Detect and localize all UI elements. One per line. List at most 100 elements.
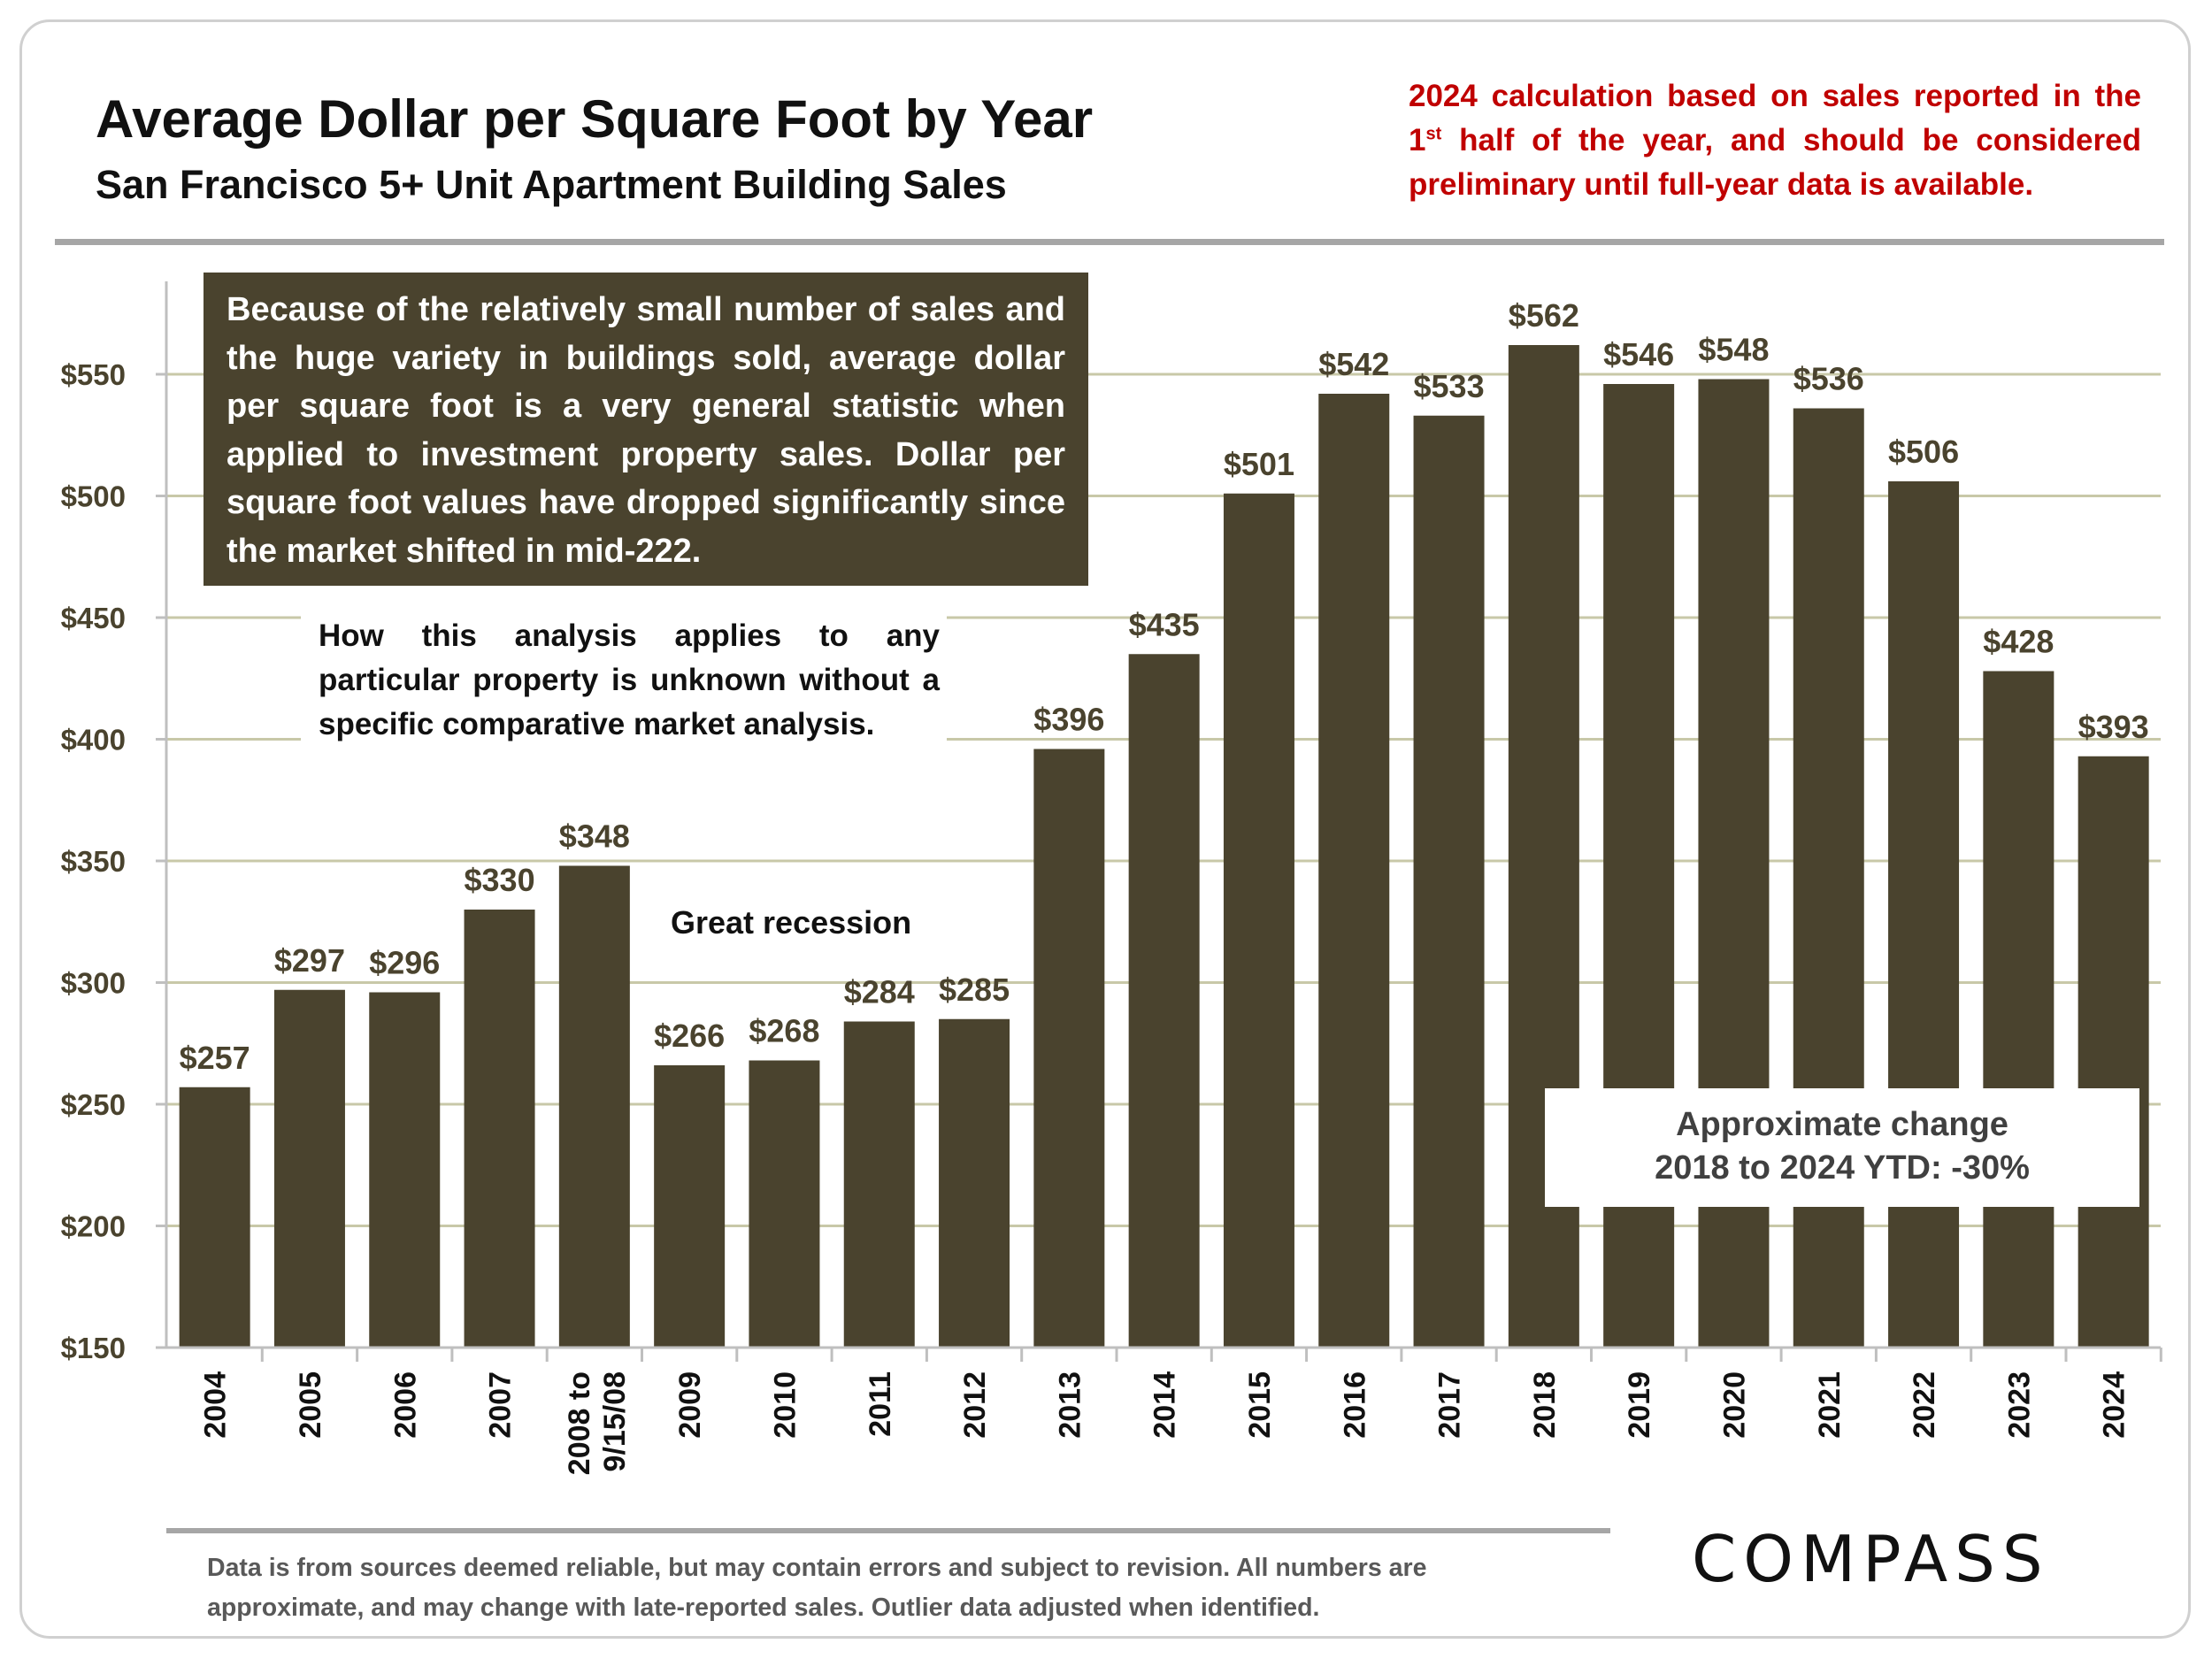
x-tick-label-group: 2012 [958,1371,992,1439]
x-tick-label: 2015 [1243,1371,1277,1439]
x-tick-label-line: 9/15/08 [598,1371,632,1471]
y-tick-label: $400 [61,724,126,757]
analysis-disclaimer-note: How this analysis applies to any particu… [301,614,947,752]
bar-2024 [2078,756,2149,1348]
data-label: $393 [2078,709,2149,745]
data-label: $548 [1698,332,1769,368]
x-tick-label-group: 2011 [864,1371,897,1437]
data-label: $284 [844,974,915,1010]
footer-divider [166,1528,1610,1533]
y-axis: $150 $200 $250 $300 $350 $400 $450 $500 $550 [61,281,168,1364]
footer-disclaimer-line-2: approximate, and may change with late-re… [207,1594,1320,1622]
header-divider [55,239,2164,245]
x-tick-label: 2011 [864,1371,897,1437]
data-label: $268 [749,1013,819,1049]
bar-2013 [1033,749,1105,1348]
data-label: $435 [1129,606,1200,642]
y-tick-label: $200 [61,1210,126,1243]
x-tick-label-group: 2004 [199,1371,233,1439]
bar-2015 [1223,493,1294,1348]
x-tick-label: 2009 [673,1371,707,1439]
x-tick-label-group: 2014 [1148,1371,1182,1439]
approximate-change-callout: Approximate change 2018 to 2024 YTD: -30… [1545,1088,2139,1207]
x-tick-label-group: 2009 [673,1371,707,1439]
data-label: $330 [465,862,535,898]
x-tick-label: 2021 [1813,1371,1847,1439]
x-tick-label-group: 2017 [1433,1371,1467,1439]
x-tick-label: 2012 [958,1371,992,1439]
y-tick-label: $450 [61,602,126,634]
x-tick-label: 2023 [2002,1371,2036,1439]
x-tick-label-group: 2021 [1813,1371,1847,1439]
x-tick-label: 2006 [388,1371,422,1439]
x-tick-label-group: 2020 [1717,1371,1751,1439]
chart-title: Average Dollar per Square Foot by Year [96,89,1094,149]
data-label: $285 [939,972,1010,1008]
preliminary-note: 2024 calculation based on sales reported… [1409,74,2141,207]
data-label: $542 [1318,346,1389,382]
x-tick-label: 2004 [199,1371,233,1439]
bar-2005 [273,989,345,1348]
x-tick-label: 2005 [294,1371,327,1439]
data-label: $297 [274,942,345,979]
bar-2007 [464,910,535,1348]
methodology-note: Because of the relatively small number o… [204,273,1088,586]
data-label: $396 [1033,702,1104,738]
bar-2008 to 9/15/08 [558,865,630,1348]
x-tick-label-group: 2019 [1623,1371,1656,1439]
data-label: $546 [1603,336,1674,373]
x-tick-label: 2019 [1623,1371,1656,1439]
x-tick-label: 2007 [484,1371,518,1439]
x-tick-label-line: 2008 to [563,1371,596,1475]
bar-2011 [843,1021,915,1348]
y-tick-label: $350 [61,845,126,878]
data-label: $348 [559,818,630,855]
approximate-change-line-2: 2018 to 2024 YTD: -30% [1655,1149,2030,1187]
x-tick-label-group: 2006 [388,1371,422,1439]
bar-2006 [369,992,441,1348]
data-label: $428 [1983,624,2054,660]
bar-2017 [1413,415,1485,1348]
x-tick-label: 2008 to9/15/08 [563,1371,632,1475]
x-tick-label-group: 2016 [1338,1371,1371,1439]
bar-2004 [179,1087,250,1348]
data-label: $562 [1509,297,1579,334]
preliminary-note-superscript: st [1425,124,1442,144]
x-tick-label-group: 2010 [768,1371,802,1439]
x-tick-label: 2020 [1717,1371,1751,1439]
bar-2010 [749,1060,820,1348]
x-tick-label-group: 2023 [2002,1371,2036,1439]
y-tick-label: $150 [61,1332,126,1364]
compass-logo: COMPASS [1692,1522,2050,1596]
chart-subtitle: San Francisco 5+ Unit Apartment Building… [96,162,1007,207]
x-tick-label: 2018 [1528,1371,1562,1439]
great-recession-label: Great recession [671,904,912,941]
data-label: $536 [1793,361,1864,397]
x-tick-label-group: 2008 to9/15/08 [563,1371,632,1475]
x-tick-label: 2016 [1338,1371,1371,1439]
bar-2022 [1888,481,1960,1348]
y-tick-label: $550 [61,358,126,391]
preliminary-note-rest: half of the year, and should be consider… [1409,123,2141,202]
footer-disclaimer-line-1: Data is from sources deemed reliable, bu… [207,1554,1427,1582]
y-tick-label: $250 [61,1088,126,1121]
data-label: $533 [1414,368,1485,404]
bar-2012 [939,1018,1010,1348]
data-labels: $257 $297 $296 $330 $348 $266 $268 $284 $285 $396… [180,297,2149,1076]
x-tick-label-group: 2022 [1908,1371,1941,1439]
x-tick-label-group: 2005 [294,1371,327,1439]
x-tick-label: 2010 [768,1371,802,1439]
data-label: $257 [180,1040,250,1076]
x-tick-label-group: 2015 [1243,1371,1277,1439]
x-axis: 2004 2005 2006 2007 2008 to9/15/08 2009 2010 20… [166,1346,2162,1475]
y-tick-label: $300 [61,967,126,1000]
bar-2009 [654,1065,726,1348]
bar-2023 [1983,671,2055,1348]
data-label: $266 [654,1018,725,1054]
footer-disclaimer: Data is from sources deemed reliable, bu… [207,1548,1596,1628]
data-label: $506 [1888,434,1959,470]
x-tick-label: 2013 [1053,1371,1087,1439]
x-tick-label-group: 2024 [2098,1371,2131,1439]
bar-2014 [1128,654,1200,1348]
